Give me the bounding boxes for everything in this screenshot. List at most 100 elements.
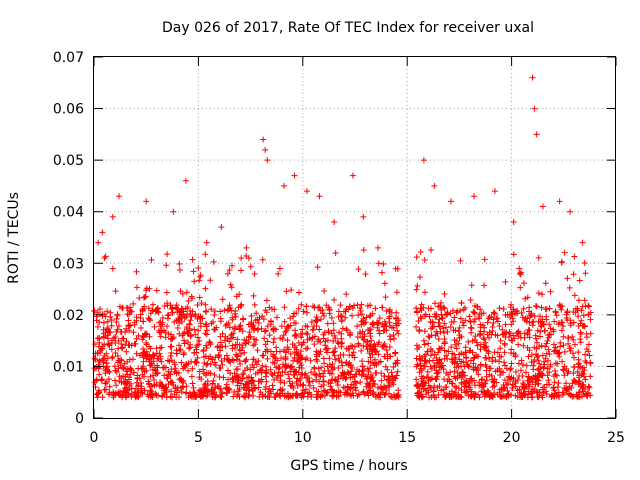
data-point bbox=[330, 388, 337, 395]
data-point bbox=[300, 381, 307, 388]
data-point bbox=[135, 383, 142, 390]
data-point bbox=[383, 327, 390, 334]
data-point bbox=[534, 354, 541, 361]
data-point bbox=[357, 379, 364, 386]
data-point bbox=[581, 322, 588, 329]
data-point bbox=[437, 299, 444, 306]
data-point bbox=[577, 320, 584, 327]
data-point bbox=[185, 298, 192, 305]
data-point bbox=[133, 350, 140, 357]
data-point bbox=[380, 327, 387, 334]
data-point bbox=[386, 319, 393, 326]
data-point bbox=[219, 330, 226, 337]
data-point bbox=[315, 304, 322, 311]
data-point bbox=[158, 392, 165, 399]
data-point bbox=[263, 297, 270, 304]
data-point bbox=[355, 342, 362, 349]
data-point bbox=[254, 347, 261, 354]
data-point bbox=[335, 355, 342, 362]
data-point bbox=[189, 365, 196, 372]
data-point bbox=[233, 372, 240, 379]
data-point bbox=[481, 336, 488, 343]
data-point bbox=[291, 371, 298, 378]
data-point bbox=[528, 394, 535, 401]
data-point bbox=[163, 323, 170, 330]
data-point bbox=[436, 323, 443, 330]
data-point bbox=[128, 391, 135, 398]
data-point bbox=[467, 324, 474, 331]
data-point bbox=[341, 391, 348, 398]
data-point bbox=[125, 341, 132, 348]
data-point bbox=[115, 322, 122, 329]
data-point bbox=[442, 324, 449, 331]
data-point bbox=[191, 278, 198, 285]
data-point bbox=[203, 361, 210, 368]
data-point bbox=[425, 340, 432, 347]
plot-frame bbox=[93, 56, 616, 419]
data-point bbox=[238, 267, 245, 274]
data-point bbox=[173, 387, 180, 394]
data-point bbox=[278, 323, 285, 330]
data-point bbox=[242, 340, 249, 347]
data-point bbox=[208, 390, 215, 397]
data-point bbox=[492, 357, 499, 364]
data-point bbox=[94, 323, 101, 330]
data-point bbox=[561, 249, 568, 256]
data-point bbox=[110, 388, 117, 395]
data-point bbox=[151, 323, 158, 330]
data-point bbox=[471, 336, 478, 343]
data-point bbox=[173, 347, 180, 354]
data-point bbox=[188, 373, 195, 380]
data-point bbox=[195, 327, 202, 334]
data-point bbox=[164, 375, 171, 382]
data-point bbox=[476, 331, 483, 338]
data-point bbox=[316, 193, 323, 200]
data-point bbox=[321, 392, 328, 399]
data-point bbox=[267, 318, 274, 325]
data-point bbox=[551, 348, 558, 355]
data-point bbox=[196, 316, 203, 323]
data-point bbox=[349, 312, 356, 319]
data-point bbox=[438, 387, 445, 394]
data-point bbox=[380, 342, 387, 349]
data-point bbox=[517, 271, 524, 278]
data-point bbox=[217, 308, 224, 315]
data-point bbox=[271, 353, 278, 360]
data-point bbox=[489, 327, 496, 334]
data-point bbox=[382, 320, 389, 327]
data-point bbox=[263, 309, 270, 316]
data-point bbox=[576, 277, 583, 284]
data-point bbox=[248, 319, 255, 326]
data-point bbox=[552, 371, 559, 378]
data-point bbox=[528, 310, 535, 317]
data-point bbox=[422, 289, 429, 296]
data-point bbox=[557, 343, 564, 350]
data-point bbox=[484, 331, 491, 338]
data-point bbox=[171, 319, 178, 326]
data-point bbox=[299, 371, 306, 378]
data-point bbox=[98, 345, 105, 352]
data-point bbox=[379, 269, 386, 276]
data-point bbox=[299, 326, 306, 333]
data-point bbox=[496, 353, 503, 360]
data-point bbox=[486, 355, 493, 362]
data-point bbox=[202, 308, 209, 315]
data-point bbox=[424, 387, 431, 394]
data-point bbox=[344, 383, 351, 390]
data-point bbox=[211, 326, 218, 333]
data-point bbox=[106, 389, 113, 396]
data-point bbox=[496, 389, 503, 396]
data-point bbox=[550, 328, 557, 335]
data-point bbox=[225, 306, 232, 313]
data-point bbox=[392, 265, 399, 272]
data-point bbox=[304, 336, 311, 343]
data-point bbox=[447, 369, 454, 376]
y-tick-label: 0 bbox=[75, 411, 84, 427]
data-point bbox=[474, 342, 481, 349]
data-point bbox=[368, 337, 375, 344]
data-point bbox=[117, 362, 124, 369]
data-point bbox=[308, 369, 315, 376]
data-point bbox=[480, 334, 487, 341]
data-point bbox=[543, 388, 550, 395]
data-point bbox=[418, 301, 425, 308]
